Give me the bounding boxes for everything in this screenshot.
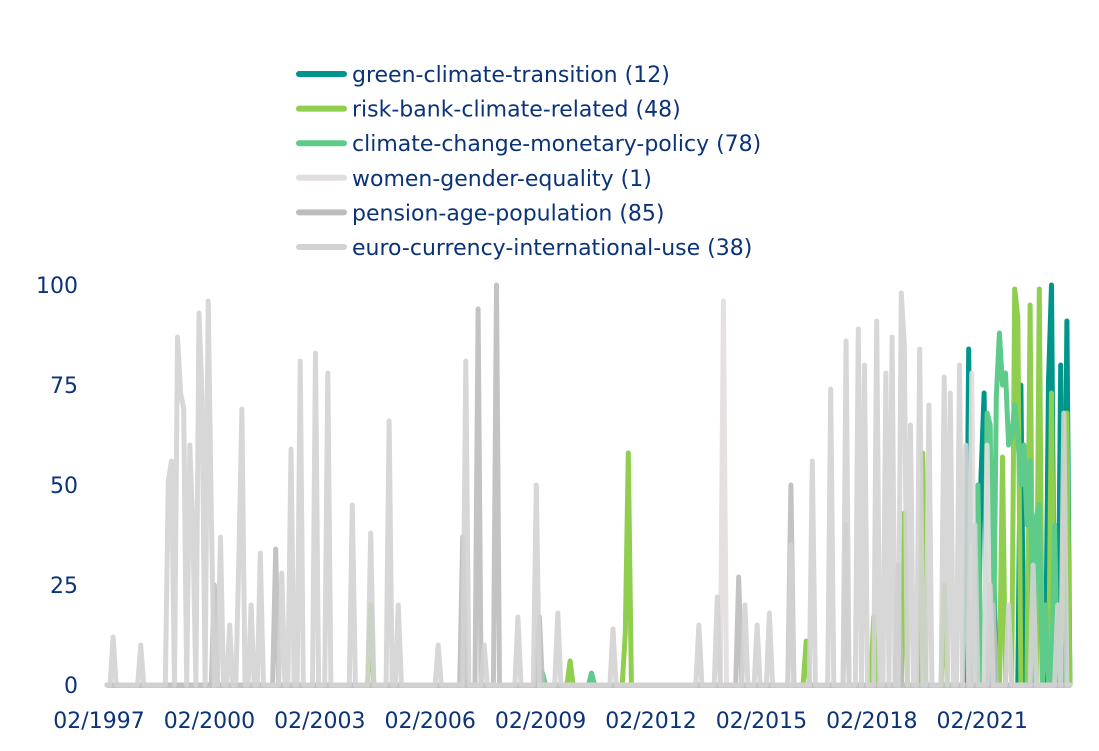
legend-item: euro-currency-international-use (38) xyxy=(296,236,752,261)
legend: green-climate-transition (12) risk-bank-c… xyxy=(296,63,761,261)
y-tick-label: 0 xyxy=(64,674,78,699)
y-axis: 0 25 50 75 100 xyxy=(36,274,78,699)
legend-label: euro-currency-international-use (38) xyxy=(352,236,752,261)
legend-label: climate-change-monetary-policy (78) xyxy=(352,132,761,157)
y-tick-label: 75 xyxy=(50,374,78,399)
x-tick-label: 02/2012 xyxy=(605,709,696,734)
y-tick-label: 100 xyxy=(36,274,78,299)
legend-item: risk-bank-climate-related (48) xyxy=(296,98,681,123)
y-tick-label: 25 xyxy=(50,574,78,599)
x-tick-label: 02/2003 xyxy=(274,709,365,734)
y-tick-label: 50 xyxy=(50,474,78,499)
legend-label: pension-age-population (85) xyxy=(352,201,665,226)
x-tick-label: 02/2006 xyxy=(384,709,475,734)
legend-label: risk-bank-climate-related (48) xyxy=(352,98,681,123)
legend-label: green-climate-transition (12) xyxy=(352,63,670,88)
legend-label: women-gender-equality (1) xyxy=(352,167,652,192)
legend-item: green-climate-transition (12) xyxy=(296,63,670,88)
x-tick-label: 02/2015 xyxy=(716,709,807,734)
legend-item: pension-age-population (85) xyxy=(296,201,665,226)
series-line-euro-currency-international-use xyxy=(104,290,1073,688)
x-tick-label: 02/2021 xyxy=(936,709,1027,734)
x-axis: 02/1997 02/2000 02/2003 02/2006 02/2009 02/20… xyxy=(53,709,1028,734)
plot-area xyxy=(104,282,1073,688)
legend-item: climate-change-monetary-policy (78) xyxy=(296,132,761,157)
x-tick-label: 02/2000 xyxy=(164,709,255,734)
x-tick-label: 02/1997 xyxy=(53,709,144,734)
legend-item: women-gender-equality (1) xyxy=(296,167,652,192)
x-tick-label: 02/2009 xyxy=(495,709,586,734)
x-tick-label: 02/2018 xyxy=(826,709,917,734)
